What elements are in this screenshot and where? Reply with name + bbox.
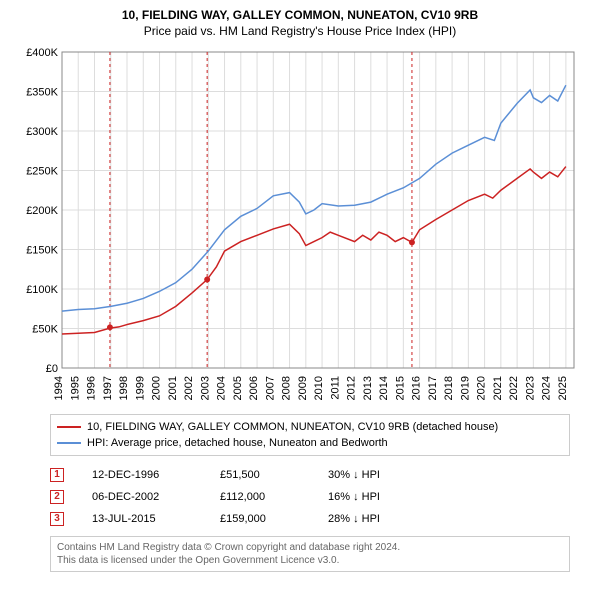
legend-swatch — [57, 426, 81, 428]
svg-text:2020: 2020 — [476, 376, 488, 400]
svg-text:2014: 2014 — [378, 376, 390, 400]
svg-text:2017: 2017 — [427, 376, 439, 400]
transaction-date: 06-DEC-2002 — [92, 486, 192, 508]
svg-text:£300K: £300K — [26, 126, 58, 138]
footer-attribution: Contains HM Land Registry data © Crown c… — [50, 536, 570, 572]
svg-text:2021: 2021 — [492, 376, 504, 400]
svg-text:2019: 2019 — [459, 376, 471, 400]
svg-text:£250K: £250K — [26, 166, 58, 178]
legend: 10, FIELDING WAY, GALLEY COMMON, NUNEATO… — [50, 414, 570, 456]
chart-area: £0 £50K £100K £150K £200K £250K £300K £350K £400… — [20, 46, 580, 406]
svg-text:1997: 1997 — [102, 376, 114, 400]
svg-text:2002: 2002 — [183, 376, 195, 400]
transaction-price: £112,000 — [220, 486, 300, 508]
legend-item: 10, FIELDING WAY, GALLEY COMMON, NUNEATO… — [57, 419, 563, 435]
svg-text:£0: £0 — [46, 363, 58, 375]
transaction-date: 12-DEC-1996 — [92, 464, 192, 486]
chart-container: 10, FIELDING WAY, GALLEY COMMON, NUNEATO… — [0, 0, 600, 590]
transaction-price: £159,000 — [220, 508, 300, 530]
svg-text:1994: 1994 — [53, 376, 65, 400]
transaction-marker: 1 — [50, 468, 64, 482]
svg-text:£50K: £50K — [32, 324, 58, 336]
svg-text:2004: 2004 — [216, 376, 228, 400]
svg-text:2003: 2003 — [199, 376, 211, 400]
svg-text:1999: 1999 — [134, 376, 146, 400]
svg-text:2011: 2011 — [329, 376, 341, 400]
svg-text:2013: 2013 — [362, 376, 374, 400]
svg-text:£150K: £150K — [26, 245, 58, 257]
svg-text:2005: 2005 — [232, 376, 244, 400]
svg-text:1995: 1995 — [69, 376, 81, 400]
svg-text:£200K: £200K — [26, 205, 58, 217]
svg-text:2023: 2023 — [524, 376, 536, 400]
transactions-table: 1 12-DEC-1996 £51,500 30% ↓ HPI 2 06-DEC-2002… — [50, 464, 570, 530]
svg-text:£350K: £350K — [26, 87, 58, 99]
svg-text:1998: 1998 — [118, 376, 130, 400]
transaction-delta: 30% ↓ HPI — [328, 464, 428, 486]
legend-swatch — [57, 442, 81, 444]
transaction-row: 2 06-DEC-2002 £112,000 16% ↓ HPI — [50, 486, 570, 508]
svg-text:1996: 1996 — [86, 376, 98, 400]
svg-text:2022: 2022 — [508, 376, 520, 400]
transaction-marker: 3 — [50, 512, 64, 526]
transaction-row: 1 12-DEC-1996 £51,500 30% ↓ HPI — [50, 464, 570, 486]
legend-label: 10, FIELDING WAY, GALLEY COMMON, NUNEATO… — [87, 419, 498, 435]
transaction-row: 3 13-JUL-2015 £159,000 28% ↓ HPI — [50, 508, 570, 530]
svg-text:2009: 2009 — [297, 376, 309, 400]
svg-text:2000: 2000 — [151, 376, 163, 400]
svg-text:2016: 2016 — [411, 376, 423, 400]
svg-text:2010: 2010 — [313, 376, 325, 400]
svg-text:£100K: £100K — [26, 284, 58, 296]
svg-text:2006: 2006 — [248, 376, 260, 400]
transaction-delta: 28% ↓ HPI — [328, 508, 428, 530]
svg-text:£400K: £400K — [26, 47, 58, 59]
svg-text:2018: 2018 — [443, 376, 455, 400]
svg-text:2001: 2001 — [167, 376, 179, 400]
chart-svg: £0 £50K £100K £150K £200K £250K £300K £350K £400… — [20, 46, 580, 406]
legend-label: HPI: Average price, detached house, Nune… — [87, 435, 388, 451]
svg-text:2007: 2007 — [264, 376, 276, 400]
transaction-delta: 16% ↓ HPI — [328, 486, 428, 508]
transaction-date: 13-JUL-2015 — [92, 508, 192, 530]
chart-title: 10, FIELDING WAY, GALLEY COMMON, NUNEATO… — [10, 8, 590, 22]
footer-line-2: This data is licensed under the Open Gov… — [57, 554, 563, 567]
svg-text:2012: 2012 — [346, 376, 358, 400]
footer-line-1: Contains HM Land Registry data © Crown c… — [57, 541, 563, 554]
legend-item: HPI: Average price, detached house, Nune… — [57, 435, 563, 451]
svg-text:2015: 2015 — [394, 376, 406, 400]
chart-subtitle: Price paid vs. HM Land Registry's House … — [10, 24, 590, 38]
transaction-marker: 2 — [50, 490, 64, 504]
svg-text:2024: 2024 — [541, 376, 553, 400]
transaction-price: £51,500 — [220, 464, 300, 486]
svg-text:2008: 2008 — [281, 376, 293, 400]
svg-text:2025: 2025 — [557, 376, 569, 400]
